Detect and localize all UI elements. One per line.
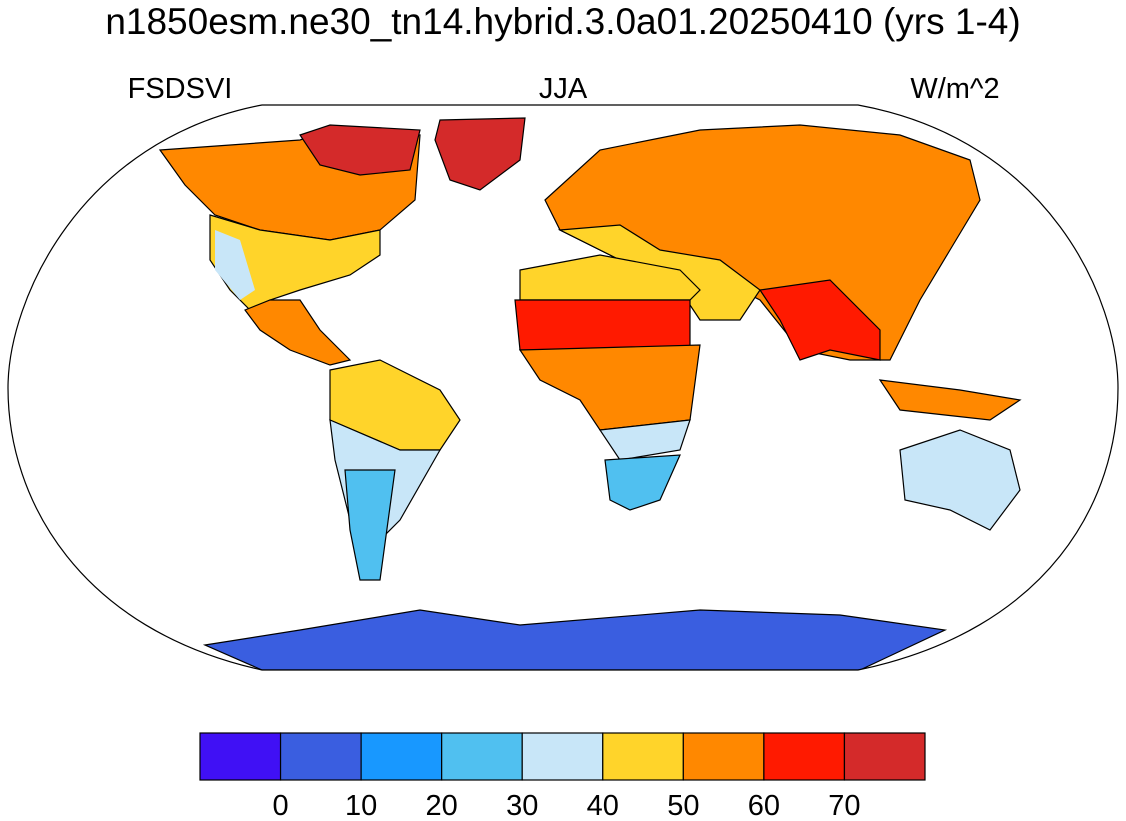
land-region: [202, 609, 948, 670]
land-region: [344, 469, 396, 581]
land-region: [518, 344, 701, 431]
land-region: [598, 419, 691, 461]
units-label: W/m^2: [910, 73, 999, 105]
colorbar-box: [602, 732, 684, 781]
title: n1850esm.ne30_tn14.hybrid.3.0a01.2025041…: [105, 1, 1020, 42]
colorbar-label: 20: [426, 790, 458, 821]
season-label: JJA: [539, 73, 588, 105]
land-region: [899, 429, 1021, 531]
land-region: [758, 279, 881, 361]
colorbar-box: [843, 732, 926, 781]
colorbar-label: 60: [748, 790, 780, 821]
colorbar-label: 50: [667, 790, 699, 821]
colorbar-label: 10: [345, 790, 377, 821]
colorbar-label: 40: [587, 790, 619, 821]
land-region: [434, 117, 526, 191]
land-region: [299, 124, 421, 176]
colorbar-box: [441, 732, 523, 781]
colorbar-label: 0: [272, 790, 288, 821]
colorbar-label: 30: [506, 790, 538, 821]
colorbar-box: [199, 732, 282, 781]
colorbar-box: [279, 732, 362, 781]
map-field: [158, 117, 1022, 670]
land-region: [604, 454, 681, 511]
colorbar-box: [521, 732, 604, 781]
colorbar-label: 70: [828, 790, 860, 821]
colorbar-box: [682, 732, 765, 781]
land-region: [514, 299, 691, 351]
variable-label: FSDSVI: [128, 73, 233, 105]
colorbar: 0 10 20 30 40 50 60 70: [199, 732, 926, 821]
land-region: [878, 379, 1022, 421]
colorbar-box: [360, 732, 443, 781]
map-outline: [7, 104, 1119, 671]
colorbar-box: [763, 732, 846, 781]
land-region: [244, 299, 352, 366]
land-region: [215, 230, 255, 300]
